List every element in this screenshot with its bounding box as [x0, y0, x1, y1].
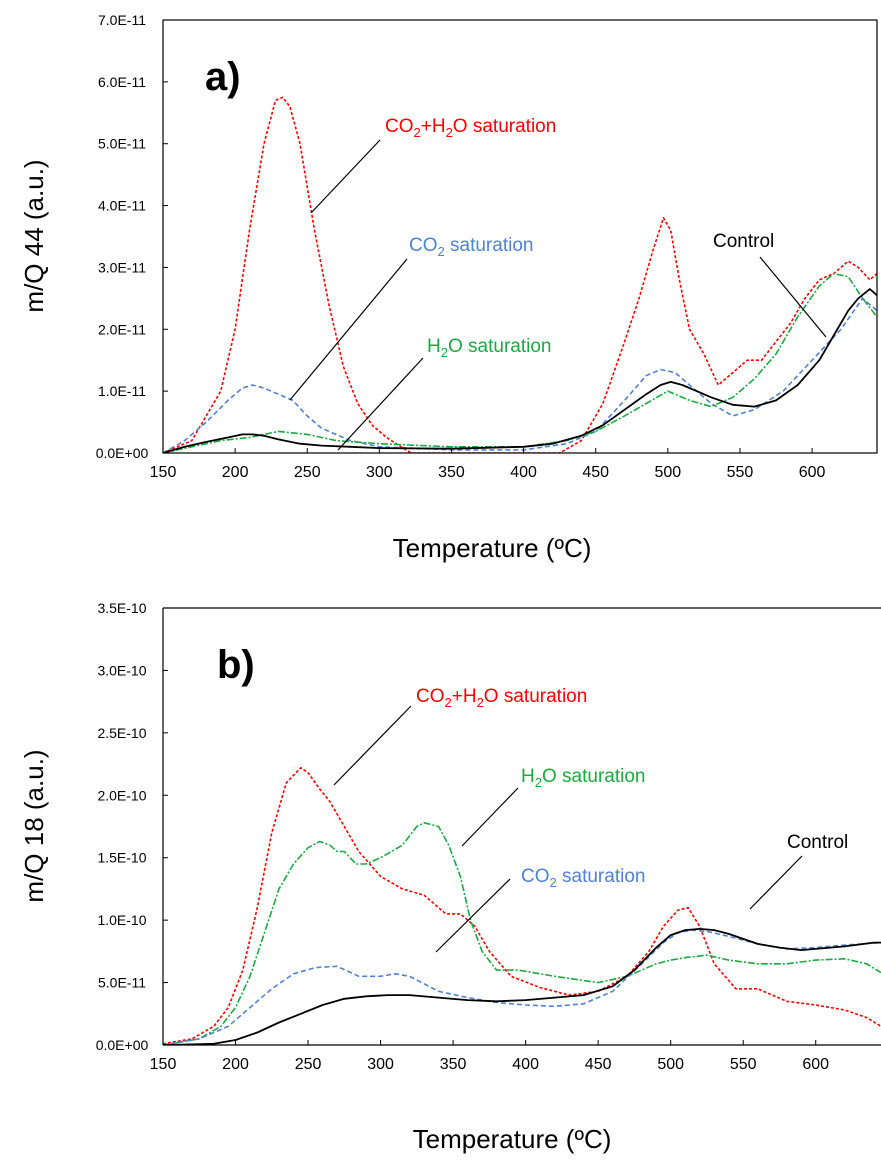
- y-tick-label: 0.0E+00: [96, 1037, 149, 1053]
- subscript: 2: [445, 695, 452, 710]
- annotation-text: Control: [713, 231, 774, 252]
- annotation-leader-line: [749, 855, 803, 910]
- x-tick-label: 400: [510, 464, 537, 481]
- annotation-co2-h2o-label: CO2+H2O saturation: [385, 116, 556, 140]
- y-tick-label: 3.5E-10: [97, 600, 146, 616]
- annotation-leader-line: [461, 787, 519, 847]
- annotation-text: saturation: [445, 235, 534, 256]
- annotation-co2-label: CO2 saturation: [409, 235, 533, 259]
- annotation-leader-line: [310, 139, 381, 214]
- annotation-co2-label: CO2 saturation: [521, 866, 645, 890]
- y-tick-label: 7.0E-11: [98, 12, 146, 28]
- y-tick-label: 2.5E-10: [97, 725, 146, 741]
- y-tick-label: 1.0E-11: [98, 383, 146, 399]
- y-tick-label: 6.0E-11: [98, 74, 146, 90]
- x-tick-label: 600: [802, 1056, 829, 1073]
- y-tick-label: 5.0E-11: [98, 975, 146, 991]
- series-line-h2o: [163, 821, 881, 1045]
- y-tick-label: 1.5E-10: [97, 850, 146, 866]
- subscript: 2: [414, 125, 421, 140]
- x-tick-label: 200: [222, 464, 249, 481]
- chart-panel-b: 150 200 250 300 350 400 450 500 550 600 0.0E+00 5.0…: [19, 600, 881, 1154]
- subscript: 2: [535, 775, 542, 790]
- x-tick-label: 500: [654, 464, 681, 481]
- annotation-leader-line: [759, 256, 827, 338]
- annotation-leader-line: [337, 357, 424, 451]
- x-tick-label: 300: [366, 464, 393, 481]
- annotation-text: O saturation: [453, 116, 557, 137]
- x-tick-label: 150: [150, 1056, 177, 1073]
- annotation-h2o-label: H2O saturation: [427, 336, 551, 360]
- series-line-co2: [163, 929, 881, 1045]
- y-axis-title: m/Q 44 (a.u.): [19, 159, 49, 312]
- x-tick-label: 250: [295, 1056, 322, 1073]
- series-line-co2: [163, 297, 877, 453]
- subscript: 2: [441, 345, 448, 360]
- y-tick-label: 2.0E-10: [97, 787, 146, 803]
- annotation-text: O saturation: [448, 336, 552, 357]
- x-axis-title: Temperature (ºC): [413, 1124, 612, 1154]
- annotation-text: CO: [416, 686, 445, 707]
- x-tick-label: 350: [438, 464, 465, 481]
- plot-frame: [162, 19, 878, 454]
- subscript: 2: [438, 244, 445, 259]
- annotation-text: CO: [521, 866, 550, 887]
- series-line-co2-h2o: [163, 766, 881, 1045]
- x-tick-label: 150: [150, 464, 177, 481]
- series-line-h2o: [163, 272, 877, 453]
- series-line-control: [163, 288, 877, 453]
- annotation-text: +H: [421, 116, 446, 137]
- annotation-text: CO: [409, 235, 438, 256]
- annotation-control-label: Control: [713, 231, 774, 252]
- annotation-control-label: Control: [787, 832, 848, 853]
- annotation-leader-line: [333, 705, 412, 786]
- x-tick-label: 400: [512, 1056, 539, 1073]
- x-tick-label: 200: [222, 1056, 249, 1073]
- annotation-text: saturation: [557, 866, 646, 887]
- annotation-text: O saturation: [484, 686, 588, 707]
- x-tick-label: 550: [730, 1056, 757, 1073]
- annotation-text: +H: [452, 686, 477, 707]
- annotation-text: CO: [385, 116, 414, 137]
- annotation-text: O saturation: [542, 766, 646, 787]
- x-tick-label: 450: [585, 1056, 612, 1073]
- y-tick-label: 0.0E+00: [96, 445, 149, 461]
- chart-panel-a: 150 200 250 300 350 400 450 500 550 600 0.0E+00 1.0…: [19, 12, 878, 563]
- subscript: 2: [477, 695, 484, 710]
- y-tick-label: 4.0E-11: [98, 198, 146, 214]
- annotation-text: H: [427, 336, 441, 357]
- annotation-h2o-label: H2O saturation: [521, 766, 645, 790]
- x-tick-label: 600: [799, 464, 826, 481]
- x-tick-label: 300: [367, 1056, 394, 1073]
- series-group: [163, 766, 881, 1045]
- annotation-leader-line: [435, 878, 511, 953]
- x-tick-label: 250: [294, 464, 321, 481]
- annotation-text: Control: [787, 832, 848, 853]
- series-group: [163, 96, 877, 453]
- annotation-co2-h2o-label: CO2+H2O saturation: [416, 686, 587, 710]
- x-tick-label: 550: [727, 464, 754, 481]
- x-tick-label: 350: [440, 1056, 467, 1073]
- y-tick-label: 2.0E-11: [98, 321, 146, 337]
- y-axis-title: m/Q 18 (a.u.): [19, 749, 49, 902]
- subscript: 2: [550, 875, 557, 890]
- x-tick-label: 500: [657, 1056, 684, 1073]
- panel-label: a): [205, 55, 241, 99]
- y-tick-label: 5.0E-11: [98, 136, 146, 152]
- x-tick-label: 450: [582, 464, 609, 481]
- y-tick-label: 1.0E-10: [97, 912, 146, 928]
- annotation-leader-line: [289, 258, 408, 401]
- subscript: 2: [446, 125, 453, 140]
- panel-label: b): [217, 643, 255, 687]
- series-line-control: [163, 928, 881, 1045]
- x-axis-title: Temperature (ºC): [393, 533, 592, 563]
- series-line-co2-h2o: [163, 96, 877, 453]
- y-tick-label: 3.0E-10: [97, 662, 146, 678]
- annotation-text: H: [521, 766, 535, 787]
- y-tick-label: 3.0E-11: [98, 259, 146, 275]
